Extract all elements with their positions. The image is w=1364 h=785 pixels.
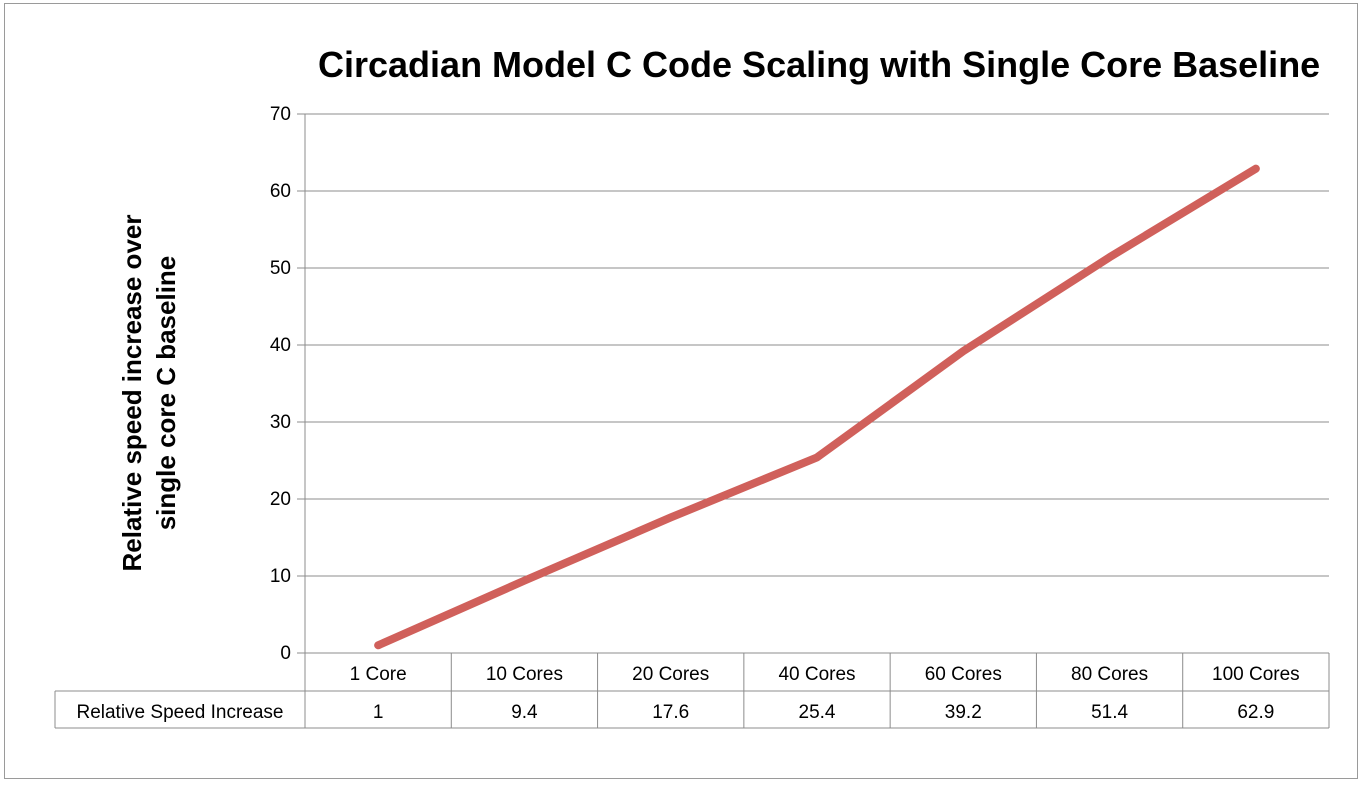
- table-value-cell: 9.4: [511, 702, 538, 723]
- y-tick-label: 50: [270, 258, 291, 279]
- table-value-cell: 39.2: [945, 702, 982, 723]
- table-value-cell: 62.9: [1237, 702, 1274, 723]
- x-tick-label: 40 Cores: [778, 664, 855, 685]
- y-tick-label: 30: [270, 412, 291, 433]
- table-value-cell: 1: [373, 702, 384, 723]
- x-tick-label: 20 Cores: [632, 664, 709, 685]
- table-value-cell: 51.4: [1091, 702, 1128, 723]
- y-tick-label: 60: [270, 181, 291, 202]
- x-tick-label: 1 Core: [350, 664, 407, 685]
- gridlines: [297, 113, 1329, 654]
- y-tick-labels: 0 10 20 30 40 50 60 70: [270, 104, 291, 664]
- table-value-cell: 17.6: [652, 702, 689, 723]
- x-tick-label: 60 Cores: [925, 664, 1002, 685]
- y-tick-label: 20: [270, 489, 291, 510]
- x-tick-label: 100 Cores: [1212, 664, 1300, 685]
- table-value-cell: 25.4: [799, 702, 836, 723]
- y-tick-label: 10: [270, 566, 291, 587]
- series-layer: [374, 164, 1260, 650]
- chart-frame: [4, 3, 1358, 779]
- x-tick-label: 10 Cores: [486, 664, 563, 685]
- y-tick-label: 70: [270, 104, 291, 125]
- y-tick-label: 0: [280, 643, 291, 664]
- series-line-0: [374, 164, 1260, 650]
- y-tick-label: 40: [270, 335, 291, 356]
- data-table: Relative Speed Increase 1 Core 1 10 Cores 9.…: [54, 652, 1330, 729]
- x-tick-label: 80 Cores: [1071, 664, 1148, 685]
- chart-title: Circadian Model C Code Scaling with Sing…: [318, 44, 1321, 85]
- table-series-name: Relative Speed Increase: [76, 702, 283, 723]
